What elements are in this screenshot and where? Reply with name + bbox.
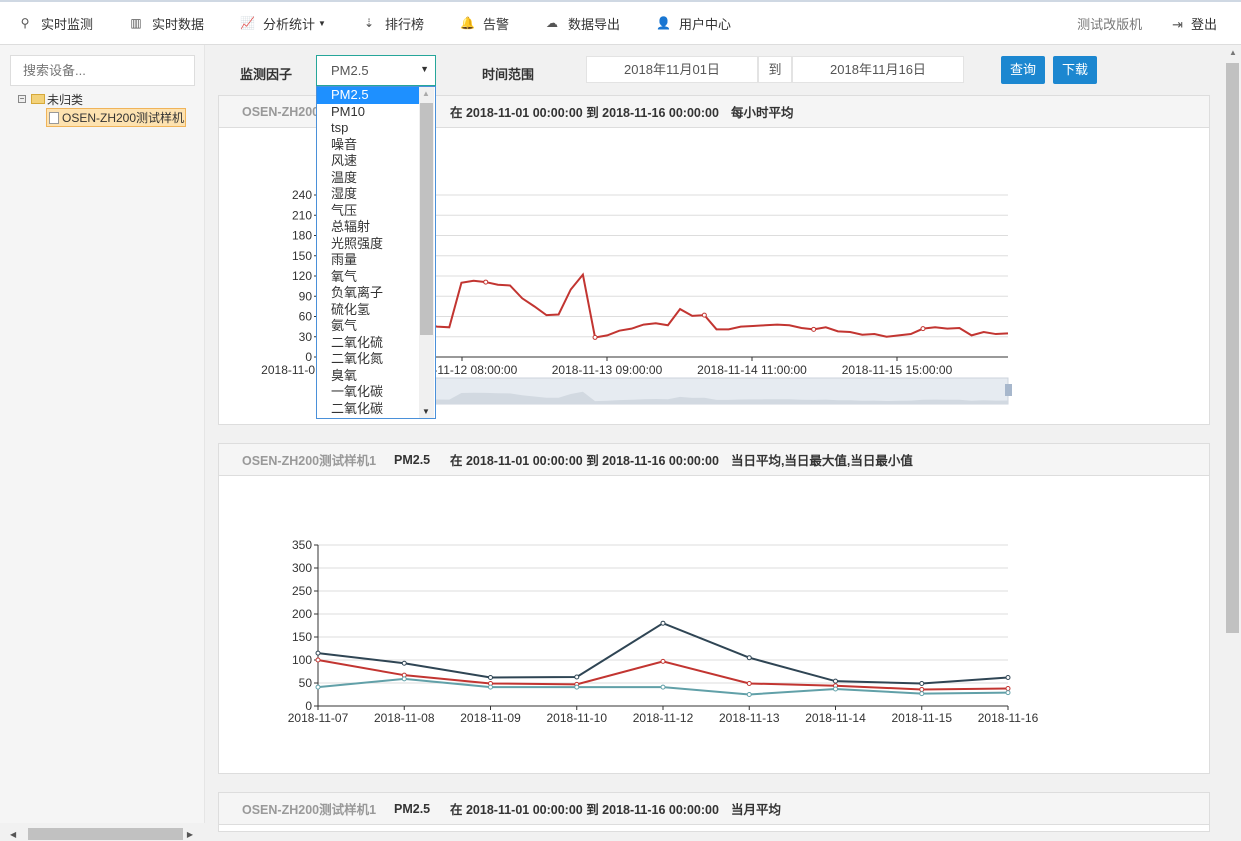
nav-item-2[interactable]: 📈 分析统计 ▼ — [240, 14, 326, 33]
map-marker-icon: ⚲ — [20, 16, 30, 30]
logout-button[interactable]: ⇥ 登出 — [1172, 14, 1217, 33]
cloud-download-icon: ☁ — [546, 16, 558, 30]
device-name: OSEN-ZH200 — [242, 104, 320, 119]
dropdown-option[interactable]: 温度 — [331, 169, 358, 185]
time-range: 在 2018-11-01 00:00:00 到 2018-11-16 00:00… — [450, 106, 719, 120]
dropdown-option[interactable]: 一氧化碳 — [331, 384, 384, 399]
date-separator: 到 — [758, 56, 792, 83]
start-date-input[interactable]: 2018年11月01日 — [586, 56, 758, 83]
file-icon — [49, 112, 59, 125]
aggregation-mode: 当月平均 — [730, 803, 781, 817]
dropdown-option[interactable]: tsp — [331, 120, 349, 135]
dropdown-option[interactable]: 氨气 — [331, 318, 358, 333]
dropdown-option[interactable]: 二氧化氮 — [331, 351, 384, 366]
nav-label: 排行榜 — [384, 16, 424, 32]
dropdown-option[interactable]: 噪音 — [331, 136, 358, 152]
dropdown-option[interactable]: PM10 — [331, 103, 365, 119]
time-range: 在 2018-11-01 00:00:00 到 2018-11-16 00:00… — [450, 803, 719, 817]
nav-label: 告警 — [482, 16, 509, 32]
panel-header: OSEN-ZH200测试样机1 PM2.5 在 2018-11-01 00:00:0… — [219, 793, 1209, 825]
dropdown-scrollbar[interactable]: ▲ ▼ — [419, 87, 434, 418]
bar-chart-icon: ▥ — [130, 16, 142, 30]
factor-dropdown-list[interactable]: PM2.5 PM10 tsp 噪音 风速 温度 湿度 气压 总辐射 光照强度 雨量 氧气 负氧离子 硫化氢… — [316, 86, 436, 419]
dropdown-option[interactable]: 气压 — [331, 202, 358, 218]
time-range-label: 时间范围 — [482, 67, 535, 82]
factor-name: PM2.5 — [394, 452, 431, 467]
folder-label: 未归类 — [47, 92, 84, 107]
user-icon: 👤 — [656, 16, 671, 30]
dropdown-option[interactable]: 二氧化硫 — [331, 334, 384, 350]
account-name[interactable]: 测试改版机 — [1077, 17, 1143, 32]
logout-label: 登出 — [1190, 17, 1217, 32]
dropdown-option[interactable]: 雨量 — [331, 252, 358, 267]
dropdown-option[interactable]: 二氧化碳 — [331, 400, 384, 416]
selected-option-highlight — [317, 87, 420, 104]
collapse-icon[interactable]: − — [18, 94, 26, 103]
nav-item-5[interactable]: ☁ 数据导出 — [545, 14, 620, 33]
time-range: 在 2018-11-01 00:00:00 到 2018-11-16 00:00… — [450, 454, 719, 468]
device-search-input[interactable] — [10, 55, 195, 86]
nav-label: 用户中心 — [679, 16, 732, 32]
nav-item-1[interactable]: ▥ 实时数据 — [129, 14, 204, 33]
aggregation-mode: 每小时平均 — [730, 106, 794, 120]
dropdown-option[interactable]: 氧气 — [331, 268, 358, 284]
monthly-chart-panel: OSEN-ZH200测试样机1 PM2.5 在 2018-11-01 00:00:0… — [218, 792, 1210, 832]
sort-icon: ⇣ — [363, 16, 374, 30]
device-label: OSEN-ZH200测试样机1 — [62, 110, 186, 125]
top-navbar: ⚲ 实时监测 ▥ 实时数据 📈 分析统计 ▼ ⇣ 排行榜 🔔 告警 ☁ 数据导出 👤 用户中心 测试改版机 ⇥ 登… — [0, 0, 1241, 45]
nav-item-0[interactable]: ⚲ 实时监测 — [18, 14, 93, 33]
factor-label: 监测因子 — [240, 67, 293, 82]
query-button[interactable]: 查询 — [1001, 56, 1045, 84]
download-button[interactable]: 下载 — [1053, 56, 1097, 84]
panel-header: OSEN-ZH200测试样机1 PM2.5 在 2018-11-01 00:00:0… — [219, 444, 1209, 476]
sign-out-icon: ⇥ — [1172, 17, 1183, 32]
bell-icon: 🔔 — [459, 16, 475, 30]
nav-label: 实时数据 — [152, 16, 205, 32]
nav-label: 实时监测 — [41, 16, 94, 32]
dropdown-option[interactable]: 湿度 — [331, 186, 358, 201]
factor-name: PM2.5 — [394, 801, 431, 816]
device-name: OSEN-ZH200测试样机1 — [242, 454, 377, 468]
factor-select[interactable]: PM2.5 ▼ — [316, 55, 436, 86]
nav-label: 数据导出 — [568, 16, 621, 32]
tree-device[interactable]: OSEN-ZH200测试样机1 — [46, 107, 186, 127]
nav-item-3[interactable]: ⇣ 排行榜 — [362, 14, 424, 33]
dropdown-arrow-icon: ▼ — [420, 64, 429, 74]
dropdown-option[interactable]: 风速 — [331, 153, 358, 168]
sidebar: − 未归类 OSEN-ZH200测试样机1 ◀▶ — [0, 45, 205, 840]
sidebar-horizontal-scrollbar[interactable]: ◀ ▶ — [10, 828, 193, 840]
daily-chart-panel: OSEN-ZH200测试样机1 PM2.5 在 2018-11-01 00:00:0… — [218, 443, 1210, 774]
nav-item-6[interactable]: 👤 用户中心 — [656, 14, 731, 33]
device-name: OSEN-ZH200测试样机1 — [242, 803, 377, 817]
dropdown-option[interactable]: 臭氧 — [331, 367, 358, 383]
nav-label: 分析统计 — [263, 16, 316, 32]
line-chart-icon: 📈 — [240, 16, 255, 30]
dropdown-option[interactable]: 光照强度 — [331, 235, 384, 251]
dropdown-option[interactable]: 总辐射 — [331, 219, 371, 234]
dropdown-option[interactable]: 负氧离子 — [331, 285, 384, 300]
dropdown-option[interactable]: PM2.5 — [331, 87, 369, 102]
nav-item-4[interactable]: 🔔 告警 — [460, 14, 509, 33]
tree-folder[interactable]: − 未归类 — [18, 91, 186, 107]
caret-down-icon: ▼ — [318, 18, 326, 28]
page-vertical-scrollbar[interactable]: ▲ — [1225, 45, 1241, 823]
dropdown-option[interactable]: 硫化氢 — [331, 301, 371, 317]
factor-value: PM2.5 — [331, 63, 369, 78]
end-date-input[interactable]: 2018年11月16日 — [792, 56, 964, 83]
device-tree: − 未归类 OSEN-ZH200测试样机1 — [18, 91, 186, 127]
folder-icon — [31, 94, 45, 104]
aggregation-mode: 当日平均,当日最大值,当日最小值 — [730, 454, 913, 468]
